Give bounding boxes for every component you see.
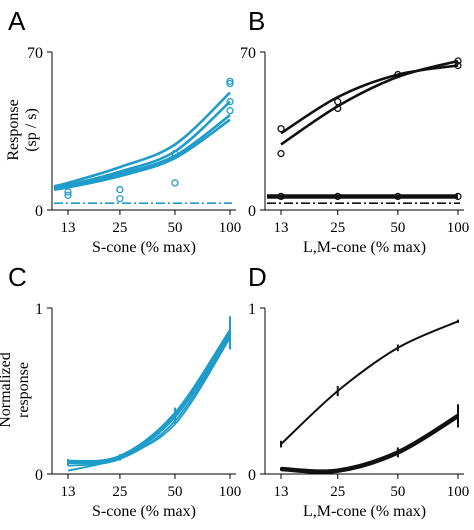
data-point [454,192,462,201]
y-tick-label: 0 [35,203,43,220]
series-line [280,413,460,474]
data-point [171,149,179,158]
data-point [226,98,234,106]
data-point [116,195,124,203]
data-point [226,79,234,88]
series-line [67,335,231,467]
data-point [277,149,285,158]
x-axis-label: L,M-cone (% max) [303,503,426,520]
data-point [334,104,342,113]
x-tick-label: 25 [112,484,127,500]
x-tick-label: 25 [330,220,345,236]
series-line [280,320,459,445]
y-axis-label-line: response [15,362,32,418]
x-tick-label: 50 [167,484,182,500]
x-axis-label: L,M-cone (% max) [303,239,426,256]
y-tick-label: 70 [240,45,256,62]
x-axis-label: S-cone (% max) [92,503,196,520]
x-tick-label: 13 [61,484,76,500]
data-point [394,192,402,201]
data-point [277,192,285,201]
series-line [67,337,231,472]
data-point [454,57,462,65]
y-tick-label: 1 [35,301,43,318]
y-axis-label: Normalizedresponse [0,352,32,428]
data-point [171,179,179,187]
series-line [280,59,459,146]
y-tick-label: 0 [248,203,256,220]
panel-letter-D: D [248,262,267,292]
panel-letter-A: A [8,6,26,36]
x-axis-label: S-cone (% max) [92,239,196,256]
series-line [53,118,231,191]
data-point [334,192,342,201]
x-tick-label: 13 [61,220,76,236]
data-point [116,186,124,194]
data-point [64,188,72,196]
series-line [67,329,231,462]
y-tick-label: 0 [248,467,256,484]
data-point [394,70,402,79]
panel-A: A 0 70 13 25 50 100 S-cone (% max) Response(sp /… [5,6,241,256]
y-axis-label-line: Response [5,99,22,160]
data-point [64,191,72,199]
y-tick-label: 1 [248,301,256,318]
x-tick-label: 100 [447,220,470,236]
x-tick-label: 100 [219,484,242,500]
series-line [53,91,231,188]
y-axis-label-line: (sp / s) [23,108,40,152]
data-point [226,107,234,115]
y-axis-label-line: Normalized [0,352,14,428]
y-tick-label: 70 [27,45,43,62]
panel-D: D 0 1 13 25 50 100 L,M-cone (% max) [248,262,469,520]
panel-C: C 0 1 13 25 50 100 S-cone (% max) Normalizedresp… [0,262,241,520]
y-axis-label: Response(sp / s) [5,99,40,160]
data-point [454,61,462,70]
data-point [277,125,285,133]
panel-letter-C: C [8,262,27,292]
x-tick-label: 13 [274,220,289,236]
x-tick-label: 13 [274,484,289,500]
series-line [67,331,232,465]
x-tick-label: 50 [390,220,405,236]
data-point [334,98,342,106]
x-tick-label: 100 [219,220,242,236]
x-tick-label: 100 [447,484,470,500]
x-tick-label: 50 [390,484,405,500]
series-line [280,64,459,135]
data-point [226,77,234,85]
x-tick-label: 25 [112,220,127,236]
series-line [53,100,231,189]
x-tick-label: 50 [167,220,182,236]
panel-B: B 0 70 13 25 50 100 L,M-cone (% max) [240,6,469,256]
panel-letter-B: B [248,6,265,36]
y-tick-label: 0 [35,467,43,484]
x-tick-label: 25 [330,484,345,500]
